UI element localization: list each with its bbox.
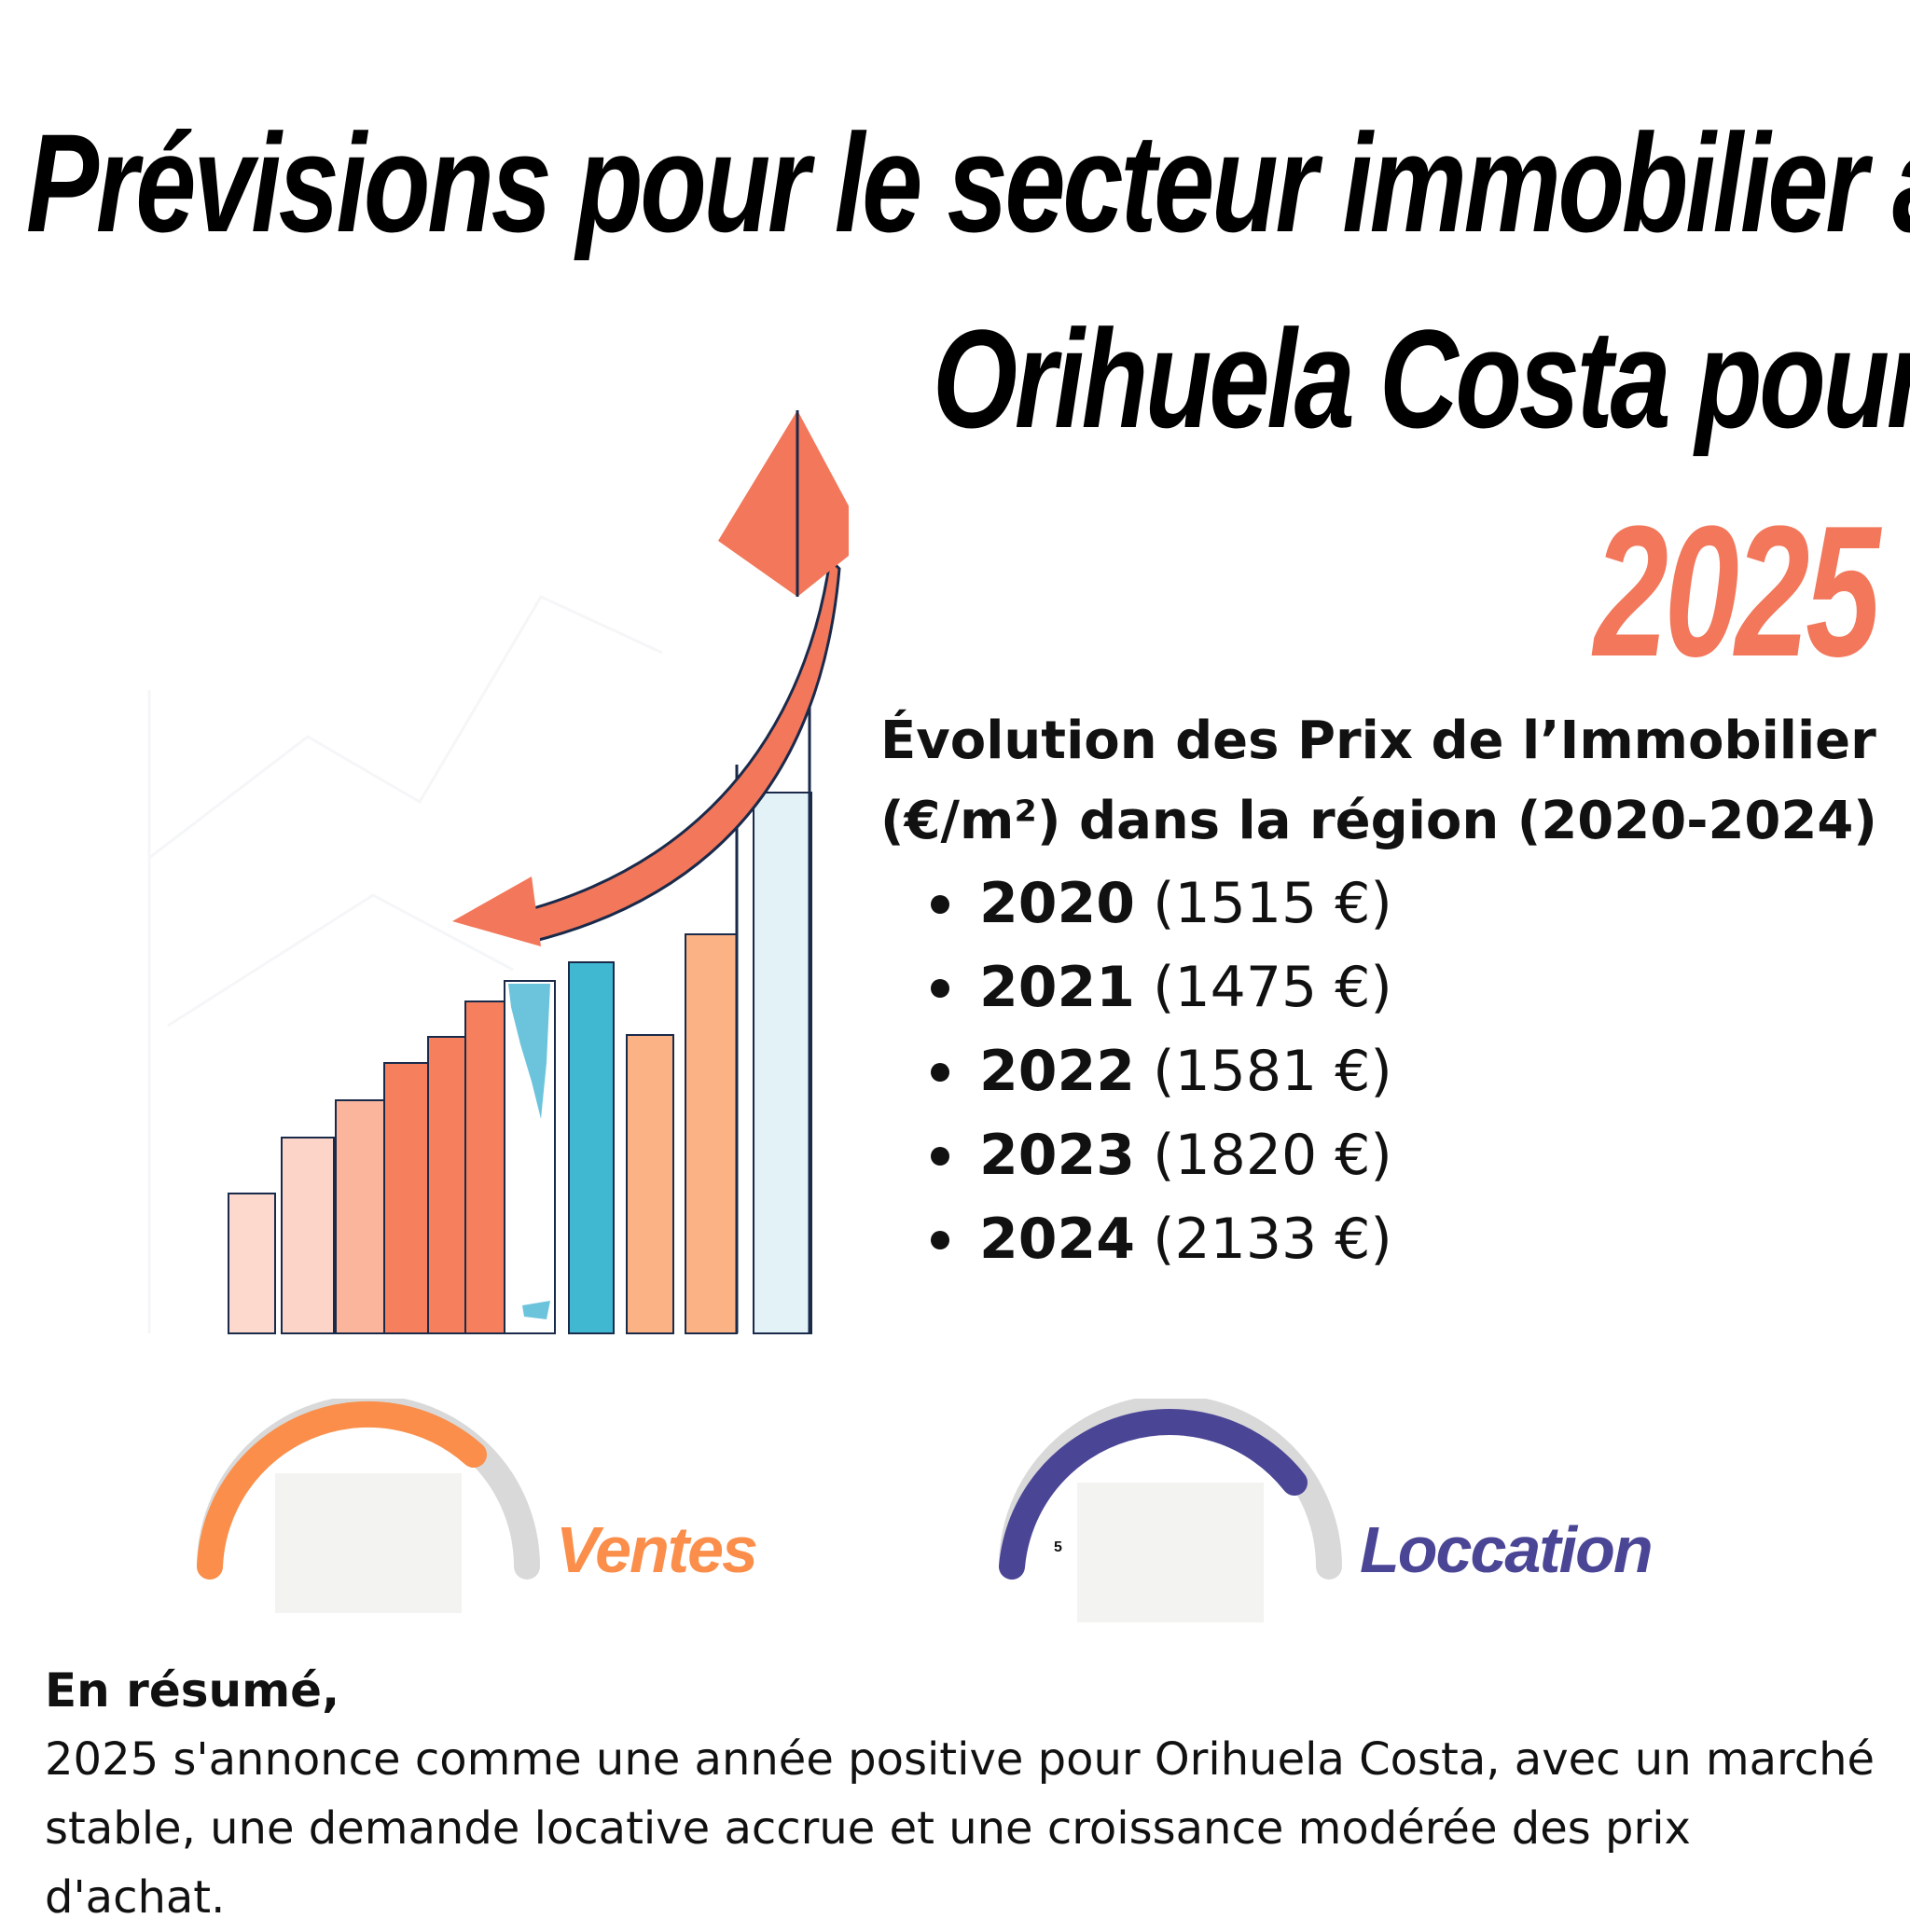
bar-2 [281,1137,335,1334]
bar-11 [753,792,812,1334]
sales-gauge-center [275,1473,462,1613]
price-year: 2023 [979,1123,1135,1188]
price-year: 2024 [979,1207,1135,1272]
page-title-line-2: Orihuela Costa pour [933,300,1910,457]
price-item: 2021 (1475 €) [931,945,1888,1029]
bar-9 [626,1034,674,1334]
price-evolution-heading: Évolution des Prix de l’Immobilier (€/m²… [880,701,1888,862]
rent-gauge-center [1077,1483,1264,1622]
bullet-icon [931,1147,949,1166]
price-evolution-section: Évolution des Prix de l’Immobilier (€/m²… [880,701,1888,1281]
rent-gauge-value: 5 [1054,1539,1062,1555]
price-item: 2024 (2133 €) [931,1197,1888,1281]
bar-3 [335,1099,385,1334]
bar-6 [464,1000,505,1334]
price-year: 2021 [979,955,1135,1020]
price-year: 2022 [979,1039,1135,1104]
sales-label: Ventes [556,1513,758,1586]
rent-gauge-fill [999,1409,1308,1580]
price-value: (1581 €) [1153,1039,1392,1104]
summary-text: 2025 s'annonce comme une année positive … [45,1733,1875,1924]
sales-gauge-fill [197,1401,487,1580]
summary-section: En résumé, 2025 s'annonce comme une anné… [45,1656,1882,1932]
bar-5 [427,1036,466,1334]
page-title-line-1: Prévisions pour le secteur immobilier a [26,104,1910,261]
forecast-year: 2025 [1593,488,1880,696]
rent-label: Loccation [1360,1513,1654,1586]
bar-7-splash [508,984,550,1119]
price-value: (1515 €) [1153,871,1392,936]
bullet-icon [931,1063,949,1082]
price-item: 2022 (1581 €) [931,1029,1888,1113]
up-arrow-icon [718,410,849,597]
bar-chart-illustration [147,410,849,1334]
price-item: 2020 (1515 €) [931,862,1888,945]
bar-4 [383,1062,429,1334]
price-item: 2023 (1820 €) [931,1113,1888,1197]
bullet-icon [931,1231,949,1249]
sales-gauge [197,1399,540,1613]
bar-1 [228,1193,276,1334]
price-year: 2020 [979,871,1135,936]
price-value: (1475 €) [1153,955,1392,1020]
price-value: (2133 €) [1153,1207,1392,1272]
background-sketch [147,595,663,1333]
rent-gauge: 5 [999,1399,1342,1622]
price-evolution-heading-line-2: (€/m²) dans la région (2020-2024) [880,791,1877,851]
summary-heading: En résumé, [45,1663,340,1718]
price-list: 2020 (1515 €) 2021 (1475 €) 2022 (1581 €… [880,862,1888,1281]
bullet-icon [931,895,949,914]
bar-10 [685,933,738,1334]
curved-arrow-head-icon [452,876,541,946]
bar-7-drop [522,1301,550,1319]
price-value: (1820 €) [1153,1123,1392,1188]
bullet-icon [931,979,949,998]
bar-8 [568,961,615,1334]
price-evolution-heading-line-1: Évolution des Prix de l’Immobilier [880,711,1876,771]
